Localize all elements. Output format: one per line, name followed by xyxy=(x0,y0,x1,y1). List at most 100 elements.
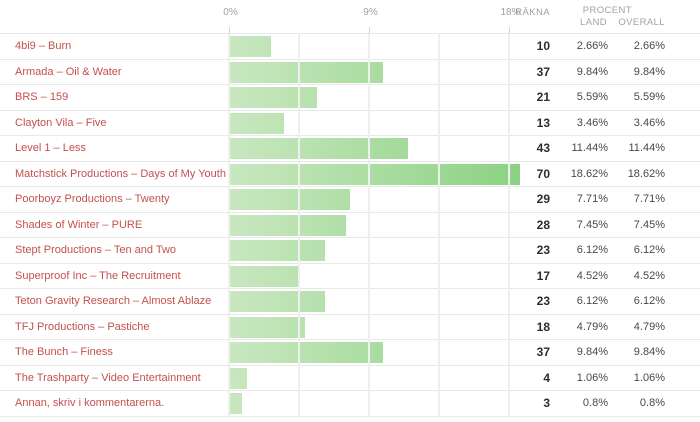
table-row: Clayton Vila – Five 13 3.46% 3.46% xyxy=(0,111,700,137)
table-row: Armada – Oil & Water 37 9.84% 9.84% xyxy=(0,60,700,86)
axis-tick-label: 9% xyxy=(363,7,378,18)
land-percent-value: 6.12% xyxy=(576,295,608,308)
gridline xyxy=(228,34,230,417)
count-value: 23 xyxy=(536,243,550,258)
axis-tick-label: 18% xyxy=(500,7,521,18)
overall-percent-value: 9.84% xyxy=(633,65,665,78)
bar xyxy=(230,112,284,134)
table-row: Annan, skriv i kommentarerna. 3 0.8% 0.8% xyxy=(0,391,700,417)
land-percent-value: 9.84% xyxy=(576,346,608,359)
land-percent-value: 2.66% xyxy=(576,40,608,53)
bar xyxy=(230,393,243,415)
count-value: 70 xyxy=(536,166,550,181)
table-row: Superproof Inc – The Recruitment 17 4.52% 4… xyxy=(0,264,700,290)
row-label: Annan, skriv i kommentarerna. xyxy=(15,397,165,410)
row-label: Teton Gravity Research – Almost Ablaze xyxy=(15,295,212,308)
land-percent-value: 9.84% xyxy=(576,65,608,78)
overall-percent-value: 18.62% xyxy=(627,167,665,180)
table-row: Shades of Winter – PURE 28 7.45% 7.45% xyxy=(0,213,700,239)
count-value: 13 xyxy=(536,115,550,130)
table-row: The Bunch – Finess 37 9.84% 9.84% xyxy=(0,340,700,366)
count-value: 37 xyxy=(536,64,550,79)
table-row: 4bi9 – Burn 10 2.66% 2.66% xyxy=(0,34,700,60)
axis-tick-mark xyxy=(228,27,230,34)
row-label: Superproof Inc – The Recruitment xyxy=(15,269,181,282)
bar xyxy=(230,87,317,109)
overall-percent-value: 11.44% xyxy=(628,142,666,155)
overall-percent-value: 7.45% xyxy=(633,218,665,231)
land-percent-value: 18.62% xyxy=(570,167,608,180)
count-value: 3 xyxy=(543,396,550,411)
bar xyxy=(230,240,326,262)
bar xyxy=(230,265,301,287)
overall-percent-value: 6.12% xyxy=(633,295,665,308)
land-percent-value: 4.79% xyxy=(576,320,608,333)
bar xyxy=(230,367,247,389)
table-row: BRS – 159 21 5.59% 5.59% xyxy=(0,85,700,111)
land-percent-value: 7.45% xyxy=(576,218,608,231)
overall-percent-value: 3.46% xyxy=(633,116,665,129)
row-label: Poorboyz Productions – Twenty xyxy=(15,193,170,206)
count-value: 43 xyxy=(536,141,550,156)
land-percent-value: 0.8% xyxy=(582,397,608,410)
bar xyxy=(230,36,272,57)
bar xyxy=(230,291,326,313)
count-value: 29 xyxy=(536,192,550,207)
bar xyxy=(230,189,350,211)
axis-tick-mark xyxy=(368,27,370,34)
row-label: Stept Productions – Ten and Two xyxy=(15,244,177,257)
count-value: 37 xyxy=(536,345,550,360)
table-row: Stept Productions – Ten and Two 23 6.12% 6.… xyxy=(0,238,700,264)
table-rows: 4bi9 – Burn 10 2.66% 2.66% Armada – Oil & Wa… xyxy=(0,34,700,417)
land-percent-value: 7.71% xyxy=(576,193,608,206)
table-row: Teton Gravity Research – Almost Ablaze 23… xyxy=(0,289,700,315)
count-value: 18 xyxy=(536,319,550,334)
axis-tick-label: 0% xyxy=(223,7,238,18)
axis-tick-mark xyxy=(508,27,510,34)
table-header: RÄKNA PROCENT LAND OVERALL 0% 9% 18% xyxy=(0,0,700,34)
column-header-land: LAND xyxy=(580,17,607,28)
column-header-overall: OVERALL xyxy=(618,17,665,28)
bar xyxy=(230,214,346,236)
table-row: Matchstick Productions – Days of My Yout… xyxy=(0,162,700,188)
land-percent-value: 6.12% xyxy=(576,244,608,257)
table-row: TFJ Productions – Pastiche 18 4.79% 4.79% xyxy=(0,315,700,341)
row-label: Level 1 – Less xyxy=(15,142,86,155)
overall-percent-value: 7.71% xyxy=(633,193,665,206)
land-percent-value: 4.52% xyxy=(576,269,608,282)
overall-percent-value: 2.66% xyxy=(633,40,665,53)
row-label: The Bunch – Finess xyxy=(15,346,113,359)
row-label: Shades of Winter – PURE xyxy=(15,218,143,231)
column-header-percent: PROCENT xyxy=(582,5,632,16)
overall-percent-value: 0.8% xyxy=(639,397,665,410)
bar xyxy=(230,61,384,83)
bar xyxy=(230,163,520,185)
row-label: BRS – 159 xyxy=(15,91,69,104)
overall-percent-value: 5.59% xyxy=(633,91,665,104)
land-percent-value: 1.06% xyxy=(576,371,608,384)
count-value: 10 xyxy=(536,39,550,54)
overall-percent-value: 1.06% xyxy=(633,371,665,384)
count-value: 21 xyxy=(536,90,550,105)
count-value: 28 xyxy=(536,217,550,232)
gridline xyxy=(508,34,510,417)
row-label: Armada – Oil & Water xyxy=(15,65,122,78)
overall-percent-value: 4.52% xyxy=(633,269,665,282)
row-label: TFJ Productions – Pastiche xyxy=(15,320,150,333)
overall-percent-value: 9.84% xyxy=(633,346,665,359)
bar xyxy=(230,138,408,160)
bar xyxy=(230,316,305,338)
count-value: 17 xyxy=(536,268,550,283)
count-value: 23 xyxy=(536,294,550,309)
row-label: Matchstick Productions – Days of My Yout… xyxy=(15,167,226,180)
table-row: The Trashparty – Video Entertainment 4 1.0… xyxy=(0,366,700,392)
land-percent-value: 5.59% xyxy=(576,91,608,104)
gridline xyxy=(368,34,370,417)
row-label: The Trashparty – Video Entertainment xyxy=(15,371,201,384)
row-label: Clayton Vila – Five xyxy=(15,116,107,129)
row-label: 4bi9 – Burn xyxy=(15,40,72,53)
count-value: 4 xyxy=(543,370,550,385)
table-row: Level 1 – Less 43 11.44% 11.44% xyxy=(0,136,700,162)
land-percent-value: 3.46% xyxy=(576,116,608,129)
land-percent-value: 11.44% xyxy=(571,142,609,155)
